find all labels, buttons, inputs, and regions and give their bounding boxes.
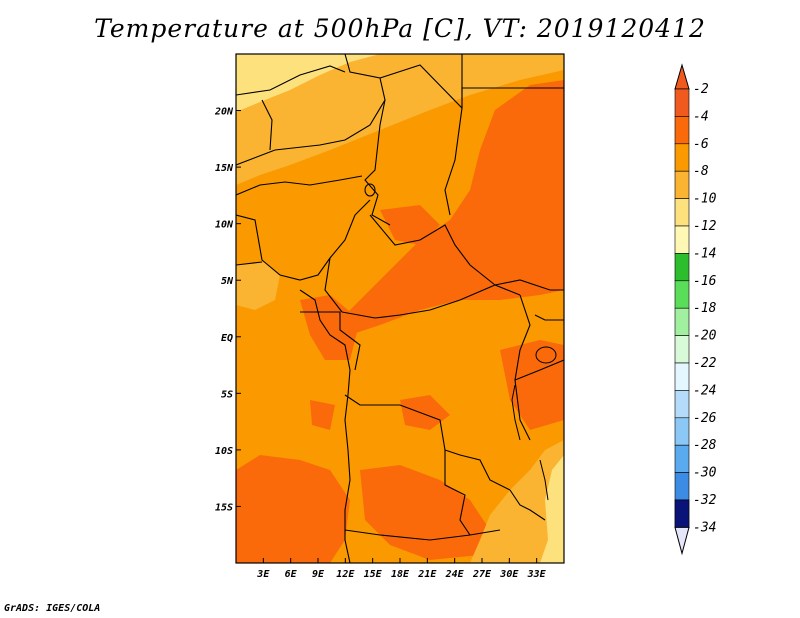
axis-ticks: 3E 6E 9E 12E 15E 18E 21E 24E 27E 30E 33E 20N 15N 10N 5…	[214, 107, 547, 580]
colorbar-swatch	[674, 362, 690, 391]
colorbar-label: -14	[693, 246, 716, 261]
border-nigeria-cameroon	[236, 199, 371, 281]
y-tick-label: 10N	[215, 220, 234, 231]
y-tick-label: 15N	[215, 163, 234, 174]
field-band-minus8-north	[236, 54, 564, 185]
field-band-minus4-central	[380, 205, 440, 245]
border-cameroon-car	[324, 257, 343, 313]
colorbar-swatch	[674, 116, 690, 145]
colorbar-label: -6	[693, 137, 709, 152]
lake-tanganyika	[511, 384, 521, 441]
y-tick-label: 5N	[221, 276, 234, 287]
y-tick-label: EQ	[221, 333, 233, 344]
field-band-minus8-southeast	[470, 440, 564, 563]
colorbar-under-triangle	[674, 526, 690, 556]
temperature-field	[236, 54, 564, 563]
colorbar-swatch	[674, 444, 690, 473]
field-band-minus8-west	[236, 262, 280, 310]
colorbar-label: -18	[693, 301, 717, 316]
colorbar-label: -24	[693, 383, 716, 398]
colorbar-swatch	[674, 335, 690, 364]
border-coast-west	[236, 261, 351, 563]
colorbar-over-triangle	[674, 63, 690, 90]
x-tick-label: 21E	[417, 569, 437, 580]
colorbar-label: -20	[693, 329, 717, 344]
colorbar-label: -34	[693, 520, 716, 535]
colorbar-swatch	[674, 225, 690, 254]
field-band-minus4-patch2	[310, 400, 335, 430]
border-chad-east	[364, 124, 391, 226]
colorbar-label: -22	[693, 356, 717, 371]
colorbar-label: -12	[693, 219, 717, 234]
colorbar-label: -16	[693, 274, 717, 289]
border-nigeria-north	[236, 175, 363, 196]
colorbar-swatch	[674, 253, 690, 282]
field-band-minus10-north	[236, 54, 380, 112]
colorbar-swatch	[674, 307, 690, 336]
border-congo-gabon	[300, 311, 361, 371]
colorbar-label: -32	[693, 493, 717, 508]
x-tick-label: 3E	[256, 569, 270, 580]
colorbar-swatch	[674, 170, 690, 199]
y-tick-label: 15S	[215, 502, 233, 513]
colorbar-label: -30	[693, 466, 717, 481]
colorbar-label: -2	[693, 82, 709, 97]
colorbar-swatch	[674, 198, 690, 227]
grads-credit: GrADS: IGES/COLA	[4, 603, 101, 614]
border-south-sudan	[494, 279, 564, 291]
colorbar-swatch	[674, 417, 690, 446]
field-band-minus8-northeast	[470, 54, 564, 78]
y-tick-label: 10S	[215, 446, 233, 457]
colorbar-swatch-darkest	[674, 499, 690, 528]
lake-malawi	[539, 459, 549, 501]
border-tanzania	[514, 359, 564, 381]
border-mali-niger	[236, 65, 346, 96]
colorbar-label: -28	[693, 438, 717, 453]
colorbar-label: -8	[693, 164, 709, 179]
lake-victoria	[535, 346, 557, 364]
border-uganda-kenya	[534, 314, 564, 321]
lakes	[364, 183, 557, 501]
border-mali-south	[261, 99, 273, 151]
field-band-minus4-patch1	[400, 395, 450, 430]
field-band-minus4-northeast	[340, 80, 564, 335]
x-tick-label: 15E	[364, 569, 383, 580]
border-angola-namibia	[344, 529, 501, 541]
field-band-minus4-southwest	[236, 455, 350, 563]
border-car-sudan	[369, 214, 496, 286]
x-tick-label: 30E	[499, 569, 519, 580]
chart-title: Temperature at 500hPa [C], VT: 201912041…	[94, 14, 706, 43]
colorbar-swatch	[674, 390, 690, 419]
field-band-minus10-southeast	[540, 455, 564, 563]
y-tick-label: 5S	[221, 389, 233, 400]
border-chad-sudan	[444, 107, 463, 216]
lake-chad	[364, 183, 376, 197]
colorbar-swatch	[674, 280, 690, 309]
colorbar-label: -10	[693, 192, 717, 207]
border-niger-nigeria	[236, 99, 386, 166]
colorbar-label: -26	[693, 411, 717, 426]
country-borders	[236, 54, 564, 563]
border-zambia-east	[509, 489, 546, 521]
border-drc-east	[514, 294, 531, 441]
x-tick-label: 27E	[472, 569, 492, 580]
colorbar-swatch	[674, 88, 690, 117]
colorbar-swatch	[674, 143, 690, 172]
x-tick-label: 24E	[445, 569, 465, 580]
x-tick-label: 33E	[527, 569, 547, 580]
colorbar-swatch	[674, 472, 690, 501]
border-angola-zambia	[444, 450, 471, 536]
x-tick-label: 9E	[312, 569, 325, 580]
x-tick-label: 6E	[285, 569, 298, 580]
x-tick-label: 12E	[336, 569, 355, 580]
colorbar-label: -4	[693, 109, 709, 124]
y-tick-label: 20N	[214, 107, 234, 118]
x-tick-label: 18E	[391, 569, 410, 580]
field-band-minus4-coast	[300, 295, 360, 360]
